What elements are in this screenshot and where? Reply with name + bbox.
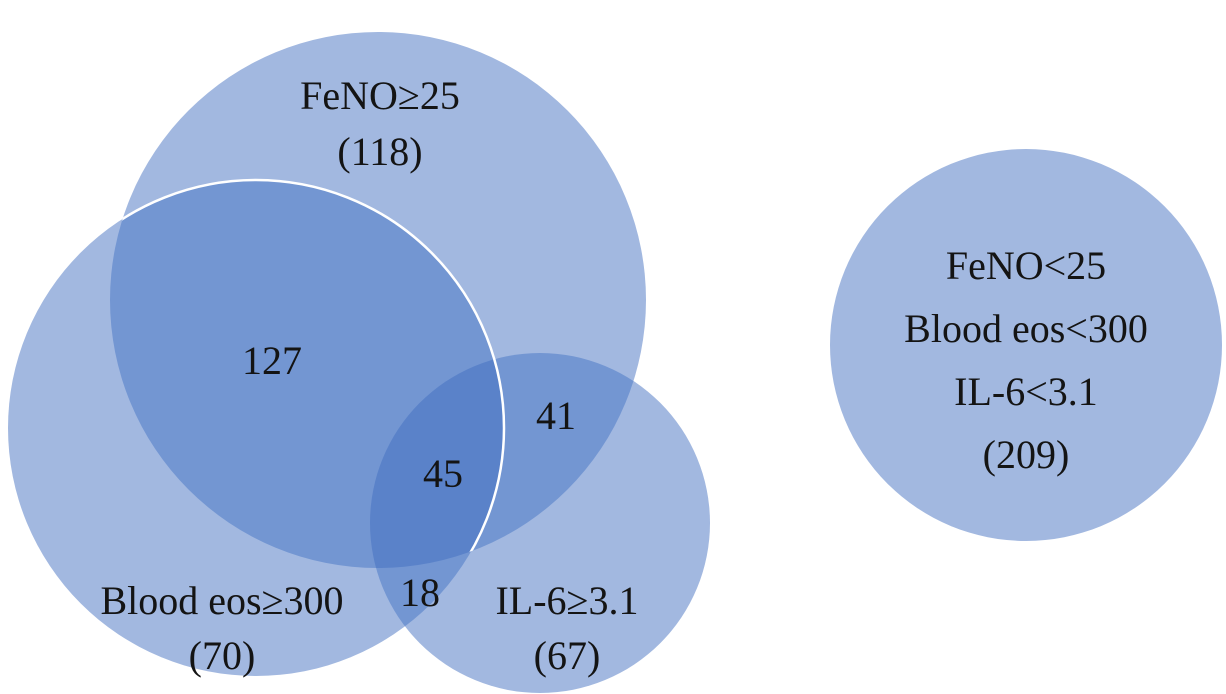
feno-il6-count: 41 — [536, 393, 576, 438]
none-line-il6: IL-6<3.1 — [954, 369, 1098, 414]
none-count: (209) — [983, 432, 1070, 477]
eos-only-count: (70) — [189, 633, 256, 678]
feno-set-label: FeNO≥25 — [300, 73, 460, 118]
feno-only-count: (118) — [337, 129, 422, 174]
none-line-eos: Blood eos<300 — [904, 306, 1148, 351]
eos-il6-count: 18 — [400, 570, 440, 615]
il6-only-count: (67) — [534, 633, 601, 678]
eos-outline — [110, 178, 506, 568]
triple-overlap — [370, 353, 504, 568]
none-group-circle — [830, 149, 1222, 541]
eos-set-label: Blood eos≥300 — [100, 578, 343, 623]
il6-set-label: IL-6≥3.1 — [495, 578, 638, 623]
feno-eos-count: 127 — [242, 338, 302, 383]
none-line-feno: FeNO<25 — [946, 243, 1106, 288]
triple-count: 45 — [423, 451, 463, 496]
